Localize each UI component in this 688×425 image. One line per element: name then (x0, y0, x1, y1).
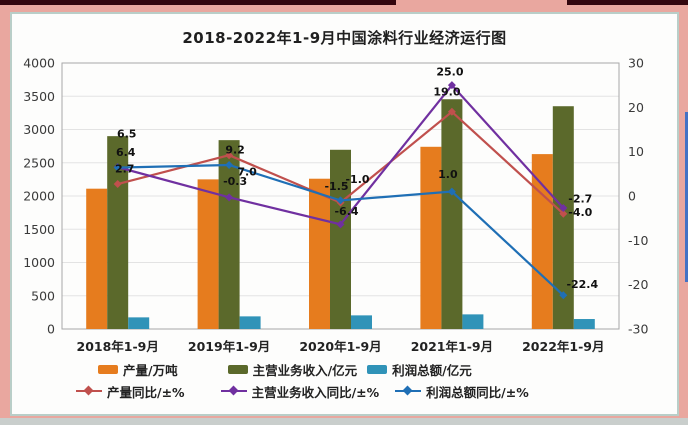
marker (559, 291, 568, 300)
legend-label: 利润总额/亿元 (392, 362, 472, 378)
chart-title: 2018-2022年1-9月中国涂料行业经济运行图 (182, 29, 507, 47)
data-label: -22.4 (566, 278, 598, 291)
legend-label: 利润总额同比/±% (426, 384, 529, 400)
x-axis-label: 2019年1-9月 (188, 339, 270, 354)
data-label: 6.5 (117, 128, 137, 141)
bar-2-0 (128, 317, 150, 329)
marker (559, 203, 568, 212)
legend-item-profit-bar: 利润总额/亿元 (367, 360, 472, 379)
bar-2-1 (239, 316, 261, 329)
left-axis-tick: 3000 (23, 122, 55, 137)
data-label: -0.3 (223, 175, 247, 188)
data-label: 19.0 (433, 85, 460, 98)
x-axis-label: 2020年1-9月 (299, 339, 381, 354)
right-axis-tick: 20 (628, 100, 644, 115)
data-label: 7.0 (237, 165, 257, 178)
bar-0-2 (309, 178, 330, 329)
right-accent-stripe (685, 112, 688, 282)
bar-1-2 (330, 149, 351, 329)
left-axis-tick: 500 (31, 288, 55, 303)
bar-0-4 (531, 154, 553, 329)
bar-0-1 (197, 179, 219, 329)
legend-label: 主营业务收入/亿元 (252, 362, 358, 378)
chart-legend: 产量/万吨 主营业务收入/亿元 利润总额/亿元 产量同比/±% (12, 358, 677, 402)
marker (225, 160, 234, 169)
left-axis-tick: 1500 (23, 222, 55, 237)
x-axis-label: 2018年1-9月 (77, 339, 159, 354)
bar-1-1 (218, 140, 240, 329)
revenue-bar-swatch (227, 364, 248, 374)
right-axis-tick: -30 (628, 322, 648, 337)
data-label: 9.2 (225, 144, 245, 157)
production-yoy-line-glyph (76, 385, 102, 396)
legend-item-production-yoy-line: 产量同比/±% (76, 382, 185, 401)
right-axis-tick: -20 (628, 277, 648, 292)
profit-bar-swatch (367, 364, 388, 374)
data-label: 2.7 (115, 163, 135, 176)
production-bar-swatch (98, 364, 118, 374)
marker (336, 196, 345, 205)
top-maroon-bar-left (0, 0, 396, 5)
marker (447, 81, 456, 90)
legend-label: 主营业务收入同比/±% (251, 384, 380, 400)
left-axis-tick: 2500 (23, 155, 55, 170)
data-label: -2.7 (568, 192, 592, 205)
marker (447, 187, 456, 196)
right-axis-tick: -10 (628, 233, 648, 248)
left-axis-tick: 1000 (23, 255, 55, 270)
bar-1-0 (107, 136, 129, 329)
bottom-gray-strip (0, 418, 688, 425)
right-axis-tick: 10 (628, 144, 644, 159)
legend-item-profit-yoy-line: 利润总额同比/±% (395, 382, 529, 401)
bar-0-0 (86, 188, 108, 329)
marker (113, 163, 122, 172)
x-axis-label: 2021年1-9月 (411, 339, 493, 354)
profit-yoy-line-glyph (395, 385, 422, 396)
bar-2-4 (573, 319, 595, 329)
legend-item-revenue-yoy-line: 主营业务收入同比/±% (220, 382, 380, 401)
legend-label: 产量/万吨 (123, 362, 178, 378)
right-axis-tick: 0 (628, 189, 636, 204)
bar-2-2 (351, 315, 372, 329)
marker (447, 107, 456, 116)
marker (225, 151, 234, 160)
legend-item-revenue-bar: 主营业务收入/亿元 (227, 360, 358, 379)
chart-panel: 2018-2022年1-9月中国涂料行业经济运行图 0 500 1000 1500 20… (10, 12, 679, 416)
right-axis-tick: 30 (628, 56, 644, 71)
left-axis-tick: 0 (47, 322, 55, 337)
data-label: -1.5 (324, 180, 348, 193)
marker (225, 193, 234, 202)
marker (559, 209, 568, 218)
left-axis-tick: 4000 (23, 56, 55, 71)
marker (336, 220, 345, 229)
legend-row-bars: 产量/万吨 主营业务收入/亿元 利润总额/亿元 (12, 358, 677, 380)
data-label: -4.0 (568, 206, 592, 219)
data-label: 6.4 (116, 146, 136, 159)
bar-1-3 (441, 99, 463, 330)
data-label: -6.4 (334, 205, 358, 218)
data-label: 1.0 (438, 168, 458, 181)
legend-row-lines: 产量同比/±% 主营业务收入同比/±% 利润总额同比/±% (12, 380, 677, 402)
combo-chart-canvas: 0 500 1000 1500 2000 2500 3000 3500 4000 -30 -20 -1… (23, 56, 648, 355)
data-label: 25.0 (436, 66, 463, 79)
left-axis-tick: 3500 (23, 89, 55, 104)
legend-label: 产量同比/±% (107, 384, 185, 400)
top-maroon-bar-right (567, 0, 688, 5)
revenue-yoy-line-glyph (220, 385, 247, 396)
left-axis-tick: 2000 (23, 189, 55, 204)
marker (113, 180, 122, 189)
legend-item-production-bar: 产量/万吨 (98, 360, 178, 379)
bar-2-3 (462, 314, 484, 329)
data-label: -1.0 (345, 173, 369, 186)
x-axis-label: 2022年1-9月 (522, 339, 604, 354)
